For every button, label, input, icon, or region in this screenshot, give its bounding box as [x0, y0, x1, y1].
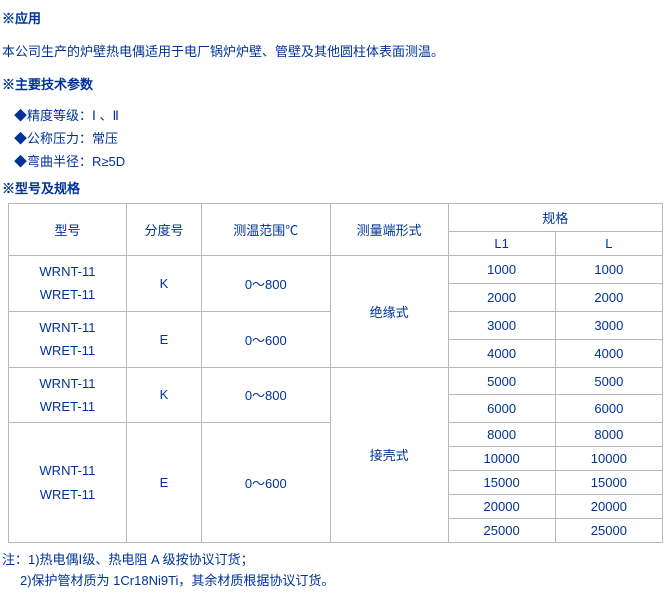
cell-l: 15000	[555, 471, 662, 495]
cell-range-600: 0～600	[201, 423, 330, 543]
cell-grad-e: E	[126, 311, 201, 367]
cell-model: WRNT-11 WRET-11	[9, 423, 127, 543]
model-wret: WRET-11	[15, 283, 120, 306]
model-wrnt: WRNT-11	[15, 372, 120, 395]
cell-l: 8000	[555, 423, 662, 447]
param-pressure: ◆公称压力：常压	[14, 128, 666, 147]
model-wrnt: WRNT-11	[15, 316, 120, 339]
cell-l1: 20000	[448, 495, 555, 519]
cell-l1: 4000	[448, 339, 555, 367]
cell-l: 4000	[555, 339, 662, 367]
cell-l: 3000	[555, 311, 662, 339]
section-application-title: ※应用	[2, 8, 666, 27]
cell-model: WRNT-11 WRET-11	[9, 311, 127, 367]
cell-l: 20000	[555, 495, 662, 519]
cell-l1: 3000	[448, 311, 555, 339]
header-form-type: 测量端形式	[330, 204, 448, 256]
cell-range-800: 0～800	[201, 256, 330, 312]
cell-grad-k: K	[126, 367, 201, 423]
model-wret: WRET-11	[15, 395, 120, 418]
header-grad: 分度号	[126, 204, 201, 256]
model-wrnt: WRNT-11	[15, 260, 120, 283]
param-bend: ◆弯曲半径：R≥5D	[14, 151, 666, 170]
cell-l: 2000	[555, 283, 662, 311]
section-params-title: ※主要技术参数	[2, 74, 666, 93]
cell-l1: 8000	[448, 423, 555, 447]
cell-form-insulated: 绝缘式	[330, 256, 448, 368]
section-models-title: ※型号及规格	[2, 178, 666, 197]
cell-l1: 2000	[448, 283, 555, 311]
header-temp-range: 测温范围℃	[201, 204, 330, 256]
cell-model: WRNT-11 WRET-11	[9, 256, 127, 312]
param-accuracy: ◆精度等级：Ⅰ 、Ⅱ	[14, 105, 666, 124]
note-1: 注：1)热电偶Ⅰ级、热电阻 A 级按协议订货；	[2, 549, 666, 568]
header-model: 型号	[9, 204, 127, 256]
notes-block: 注：1)热电偶Ⅰ级、热电阻 A 级按协议订货； 2)保护管材质为 1Cr18Ni…	[2, 549, 666, 589]
cell-range-600: 0～600	[201, 311, 330, 367]
cell-model: WRNT-11 WRET-11	[9, 367, 127, 423]
header-l: L	[555, 232, 662, 256]
cell-l: 6000	[555, 395, 662, 423]
cell-grad-k: K	[126, 256, 201, 312]
application-description: 本公司生产的炉壁热电偶适用于电厂锅炉炉壁、管壁及其他圆柱体表面测温。	[2, 41, 666, 60]
cell-l: 5000	[555, 367, 662, 395]
cell-range-800: 0～800	[201, 367, 330, 423]
note-2: 2)保护管材质为 1Cr18Ni9Ti，其余材质根据协议订货。	[2, 570, 666, 589]
model-wret: WRET-11	[15, 339, 120, 362]
model-wrnt: WRNT-11	[15, 459, 120, 482]
cell-form-shell: 接壳式	[330, 367, 448, 543]
model-wret: WRET-11	[15, 483, 120, 506]
cell-l: 1000	[555, 256, 662, 284]
cell-l1: 15000	[448, 471, 555, 495]
cell-l: 25000	[555, 519, 662, 543]
cell-l1: 6000	[448, 395, 555, 423]
cell-l1: 25000	[448, 519, 555, 543]
cell-l: 10000	[555, 447, 662, 471]
cell-l1: 10000	[448, 447, 555, 471]
cell-l1: 5000	[448, 367, 555, 395]
params-block: ◆精度等级：Ⅰ 、Ⅱ ◆公称压力：常压 ◆弯曲半径：R≥5D	[14, 105, 666, 170]
header-spec: 规格	[448, 204, 662, 232]
header-l1: L1	[448, 232, 555, 256]
cell-l1: 1000	[448, 256, 555, 284]
spec-table: 型号 分度号 测温范围℃ 测量端形式 规格 L1 L WRNT-11 WRET-…	[8, 203, 663, 543]
cell-grad-e: E	[126, 423, 201, 543]
